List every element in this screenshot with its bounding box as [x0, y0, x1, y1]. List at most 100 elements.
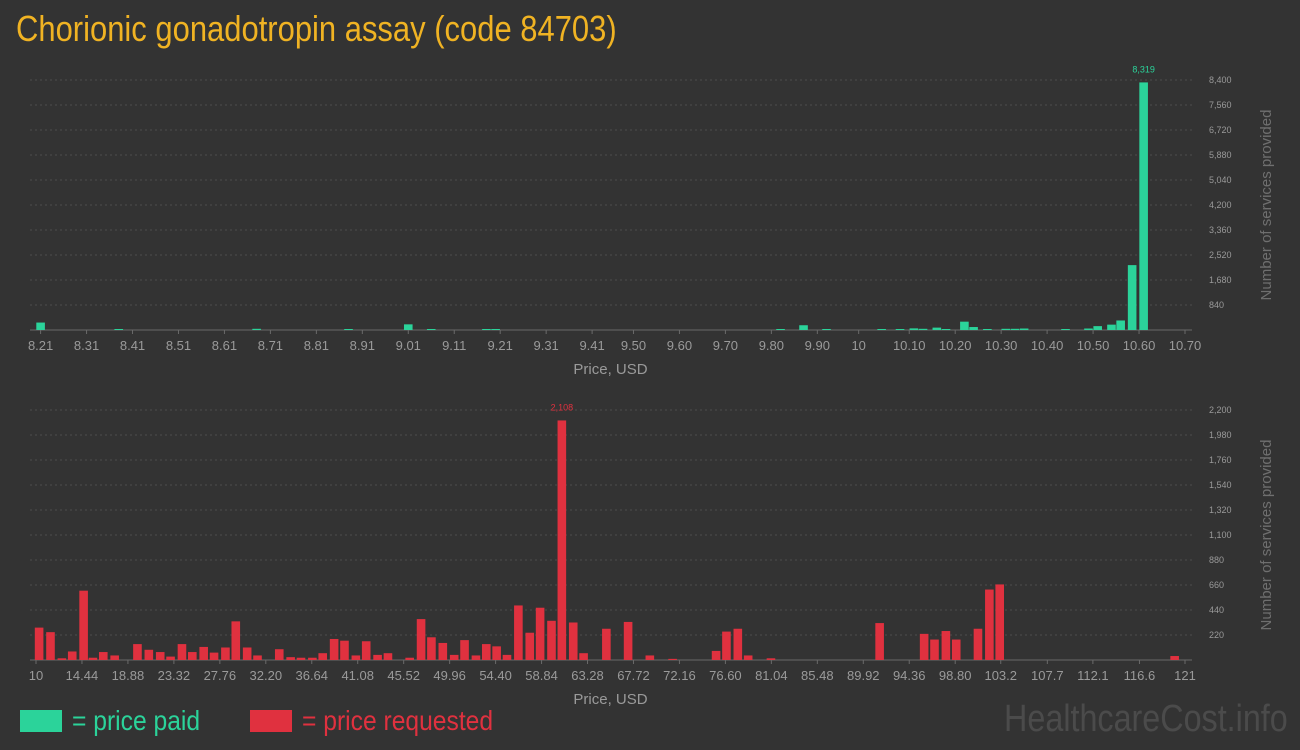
bar [344, 329, 353, 330]
bar [88, 657, 98, 660]
y-tick-label: 5,040 [1209, 175, 1232, 185]
legend-swatch-paid [20, 710, 62, 732]
x-tick-label: 10.50 [1077, 338, 1110, 353]
bar [252, 328, 261, 330]
bar [296, 657, 306, 660]
bar [286, 657, 295, 660]
x-tick-label: 18.88 [112, 668, 145, 683]
x-tick-label: 8.31 [74, 338, 99, 353]
x-tick-label: 85.48 [801, 668, 834, 683]
bar [492, 646, 501, 660]
x-tick-label: 49.96 [433, 668, 466, 683]
x-tick-label: 14.44 [66, 668, 99, 683]
y-tick-label: 1,980 [1209, 430, 1232, 440]
y-tick-label: 3,360 [1209, 225, 1232, 235]
bar [995, 584, 1005, 660]
bar [253, 655, 262, 660]
x-tick-label: 9.21 [488, 338, 513, 353]
bar [602, 628, 611, 660]
x-tick-label: 10 [29, 668, 43, 683]
x-tick-label: 112.1 [1077, 668, 1109, 683]
bar [983, 329, 992, 330]
x-tick-label: 9.31 [533, 338, 558, 353]
bar [1010, 328, 1020, 330]
x-tick-label: 81.04 [755, 668, 788, 683]
bar [438, 642, 448, 660]
x-tick-label: 8.51 [166, 338, 191, 353]
x-tick-label: 9.50 [621, 338, 646, 353]
peak-value-label: 8,319 [1132, 64, 1155, 74]
bar [481, 644, 491, 660]
bar [361, 641, 371, 660]
bar [491, 329, 500, 330]
bar [79, 590, 88, 660]
legend-price-paid: = price paid [20, 704, 218, 738]
bar [426, 329, 436, 330]
bar [1170, 656, 1179, 660]
x-tick-label: 67.72 [617, 668, 650, 683]
x-tick-label: 9.01 [396, 338, 421, 353]
bar [766, 658, 776, 660]
bar [733, 628, 743, 660]
x-tick-label: 8.41 [120, 338, 145, 353]
bar [110, 655, 119, 660]
bar [340, 640, 349, 660]
bar [909, 328, 919, 330]
y-tick-label: 660 [1209, 580, 1224, 590]
x-tick-label: 10.70 [1169, 338, 1202, 353]
bar [114, 329, 124, 330]
x-tick-label: 8.71 [258, 338, 283, 353]
bar [918, 328, 928, 330]
bar [941, 631, 951, 660]
bar [383, 653, 393, 660]
bar [722, 631, 731, 660]
bar [416, 619, 426, 660]
x-tick-label: 9.60 [667, 338, 692, 353]
legend-label-requested: = price requested [302, 705, 494, 736]
x-tick-label: 54.40 [479, 668, 512, 683]
bar [403, 324, 413, 330]
bar [36, 322, 45, 330]
x-tick-label: 27.76 [204, 668, 237, 683]
bar [1116, 320, 1125, 330]
bar [274, 649, 284, 660]
x-axis-title: Price, USD [573, 691, 647, 708]
watermark: HealthcareCost.info [1004, 698, 1288, 740]
y-tick-label: 1,540 [1209, 480, 1232, 490]
y-tick-label: 5,880 [1209, 150, 1232, 160]
bar [930, 639, 939, 660]
bar [941, 329, 951, 330]
y-tick-label: 7,560 [1209, 100, 1232, 110]
x-tick-label: 8.61 [212, 338, 237, 353]
bar [318, 653, 328, 660]
bar [525, 632, 535, 660]
legend-label-paid: = price paid [72, 705, 201, 736]
bar [133, 644, 142, 660]
price-paid-chart: 840 1,680 2,520 3,360 4,200 5,040 5,880 6,720 7,… [28, 64, 1275, 378]
bar [877, 329, 886, 330]
x-tick-label: 9.80 [759, 338, 784, 353]
bar [308, 657, 317, 660]
y-tick-label: 4,200 [1209, 200, 1232, 210]
bar [1001, 328, 1011, 330]
x-tick-label: 9.11 [442, 338, 466, 353]
bar [427, 637, 436, 660]
price-requested-chart: 220 440 660 880 1,100 1,320 1,540 1,760 1,980 2,2… [29, 402, 1275, 708]
y-tick-label: 840 [1209, 300, 1224, 310]
y-axis-title: Number of services provided [1258, 110, 1275, 301]
bar [1107, 324, 1116, 330]
x-tick-label: 41.08 [341, 668, 374, 683]
page-title: Chorionic gonadotropin assay (code 84703… [16, 8, 617, 49]
x-tick-label: 9.41 [579, 338, 604, 353]
bar [623, 621, 633, 660]
y-axis-title: Number of services provided [1258, 440, 1275, 631]
bar [1093, 326, 1102, 330]
bar [895, 329, 905, 330]
bar [67, 651, 77, 660]
x-tick-label: 10.60 [1123, 338, 1156, 353]
bar [98, 652, 108, 660]
bar [166, 656, 175, 660]
bar [482, 329, 491, 330]
y-tick-label: 1,680 [1209, 275, 1232, 285]
x-tick-label: 8.81 [304, 338, 329, 353]
